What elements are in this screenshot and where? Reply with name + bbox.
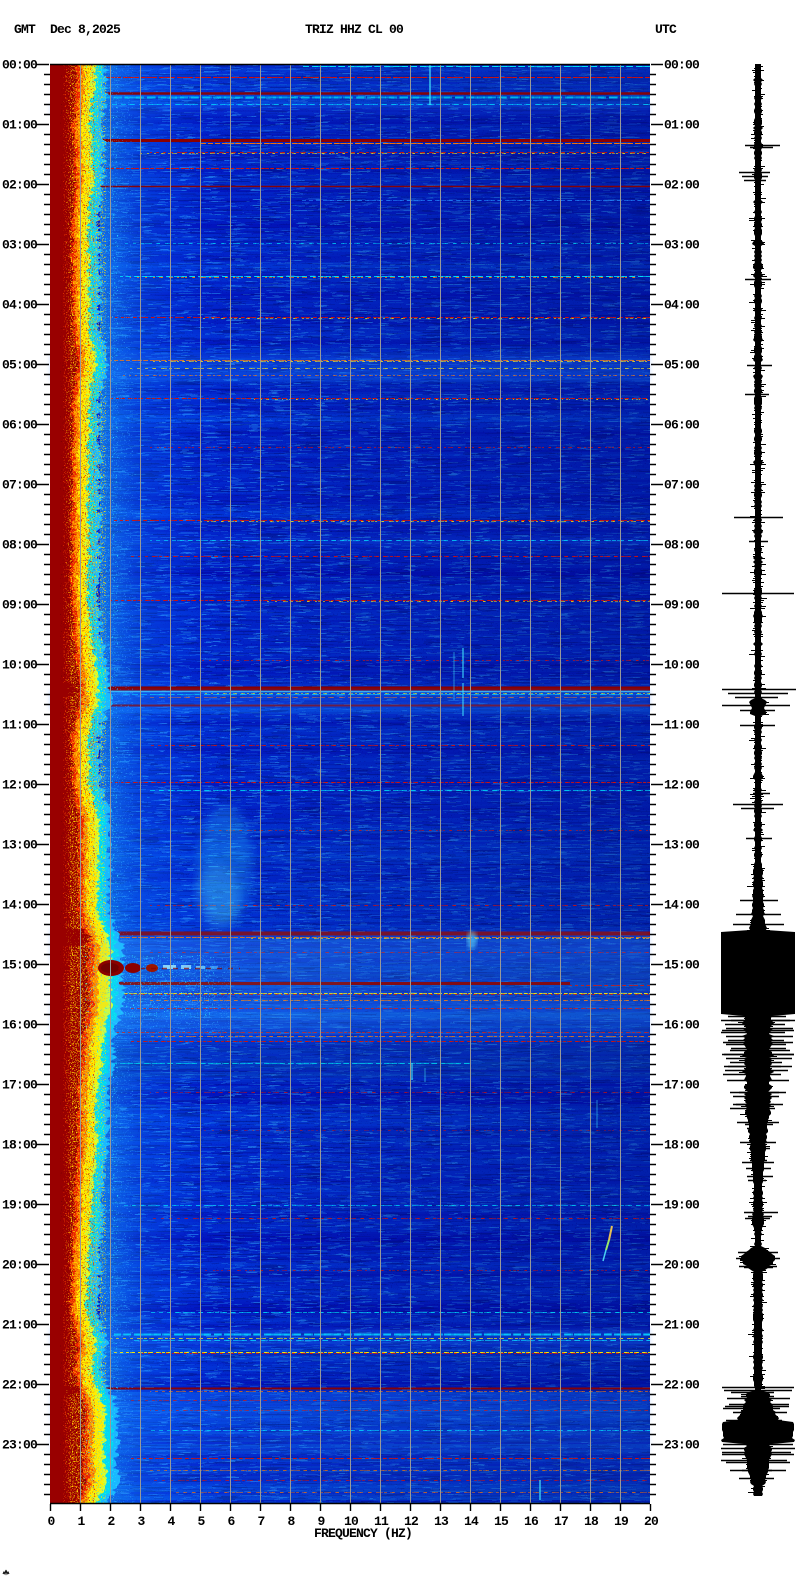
- svg-text:05:00: 05:00: [2, 358, 38, 373]
- svg-text:6: 6: [227, 1514, 235, 1529]
- svg-text:02:00: 02:00: [664, 178, 700, 193]
- svg-text:01:00: 01:00: [664, 118, 700, 133]
- svg-text:03:00: 03:00: [2, 238, 38, 253]
- svg-text:12: 12: [404, 1514, 419, 1529]
- svg-text:03:00: 03:00: [664, 238, 700, 253]
- svg-text:04:00: 04:00: [2, 298, 38, 313]
- svg-text:10:00: 10:00: [664, 658, 700, 673]
- svg-text:11:00: 11:00: [2, 718, 38, 733]
- svg-text:18:00: 18:00: [664, 1138, 700, 1153]
- svg-text:20:00: 20:00: [664, 1258, 700, 1273]
- svg-text:12:00: 12:00: [2, 778, 38, 793]
- svg-text:TRIZ HHZ CL 00: TRIZ HHZ CL 00: [305, 22, 404, 37]
- svg-text:8: 8: [287, 1514, 295, 1529]
- svg-text:18:00: 18:00: [2, 1138, 38, 1153]
- svg-text:4: 4: [167, 1514, 175, 1529]
- svg-text:14:00: 14:00: [664, 898, 700, 913]
- svg-text:21:00: 21:00: [664, 1318, 700, 1333]
- svg-text:16:00: 16:00: [664, 1018, 700, 1033]
- svg-text:0: 0: [47, 1514, 55, 1529]
- svg-text:23:00: 23:00: [2, 1438, 38, 1453]
- svg-text:08:00: 08:00: [664, 538, 700, 553]
- svg-text:1: 1: [77, 1514, 85, 1529]
- svg-text:21:00: 21:00: [2, 1318, 38, 1333]
- svg-text:14:00: 14:00: [2, 898, 38, 913]
- svg-text:07:00: 07:00: [2, 478, 38, 493]
- svg-text:19:00: 19:00: [2, 1198, 38, 1213]
- svg-text:FREQUENCY (HZ): FREQUENCY (HZ): [314, 1526, 412, 1541]
- svg-text:20:00: 20:00: [2, 1258, 38, 1273]
- svg-text:10: 10: [344, 1514, 359, 1529]
- svg-text:01:00: 01:00: [2, 118, 38, 133]
- svg-text:19: 19: [614, 1514, 629, 1529]
- svg-text:13:00: 13:00: [664, 838, 700, 853]
- svg-text:15:00: 15:00: [664, 958, 700, 973]
- svg-text:17:00: 17:00: [664, 1078, 700, 1093]
- svg-text:04:00: 04:00: [664, 298, 700, 313]
- svg-text:17: 17: [554, 1514, 568, 1529]
- svg-text:Dec 8,2025: Dec 8,2025: [50, 22, 121, 37]
- svg-text:13:00: 13:00: [2, 838, 38, 853]
- svg-text:14: 14: [464, 1514, 479, 1529]
- svg-text:08:00: 08:00: [2, 538, 38, 553]
- svg-text:00:00: 00:00: [664, 58, 700, 73]
- svg-text:05:00: 05:00: [664, 358, 700, 373]
- svg-text:7: 7: [257, 1514, 264, 1529]
- svg-text:15:00: 15:00: [2, 958, 38, 973]
- svg-text:00:00: 00:00: [2, 58, 38, 73]
- svg-text:07:00: 07:00: [664, 478, 700, 493]
- svg-text:3: 3: [137, 1514, 145, 1529]
- svg-text:09:00: 09:00: [664, 598, 700, 613]
- svg-text:06:00: 06:00: [2, 418, 38, 433]
- svg-text:13: 13: [434, 1514, 449, 1529]
- svg-text:11:00: 11:00: [664, 718, 700, 733]
- svg-text:22:00: 22:00: [2, 1378, 38, 1393]
- svg-text:10:00: 10:00: [2, 658, 38, 673]
- svg-text:9: 9: [317, 1514, 325, 1529]
- svg-text:06:00: 06:00: [664, 418, 700, 433]
- svg-text:UTC: UTC: [655, 22, 677, 37]
- svg-text:11: 11: [374, 1514, 389, 1529]
- svg-text:20: 20: [644, 1514, 659, 1529]
- svg-text:22:00: 22:00: [664, 1378, 700, 1393]
- svg-text:02:00: 02:00: [2, 178, 38, 193]
- svg-text:23:00: 23:00: [664, 1438, 700, 1453]
- svg-text:16:00: 16:00: [2, 1018, 38, 1033]
- svg-text:15: 15: [494, 1514, 509, 1529]
- svg-text:GMT: GMT: [14, 22, 36, 37]
- svg-text:09:00: 09:00: [2, 598, 38, 613]
- svg-text:17:00: 17:00: [2, 1078, 38, 1093]
- svg-text:2: 2: [107, 1514, 115, 1529]
- svg-text:12:00: 12:00: [664, 778, 700, 793]
- svg-text:18: 18: [584, 1514, 599, 1529]
- svg-text:16: 16: [524, 1514, 539, 1529]
- svg-text:5: 5: [197, 1514, 205, 1529]
- svg-text:19:00: 19:00: [664, 1198, 700, 1213]
